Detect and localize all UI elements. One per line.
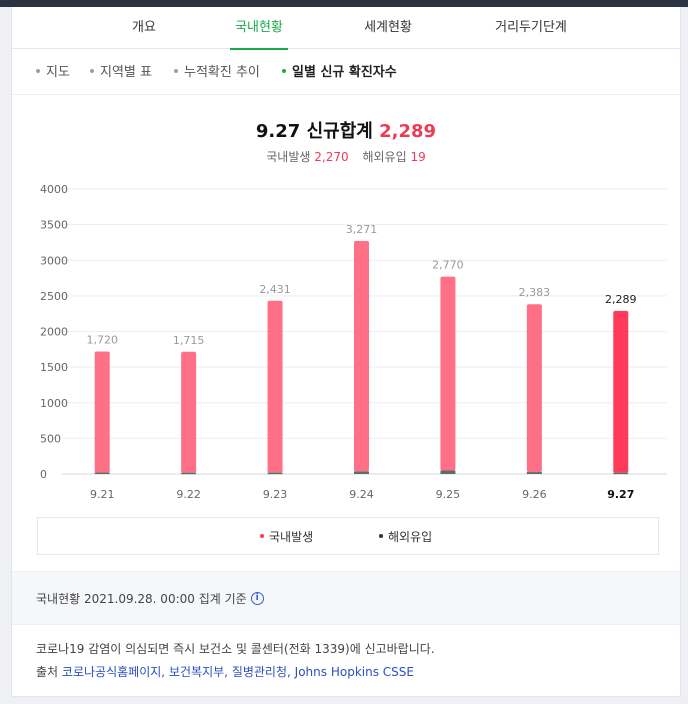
legend-label: 국내발생 (269, 530, 314, 544)
tab-domestic[interactable]: 국내현황 (230, 7, 288, 50)
bullet-icon (36, 68, 40, 73)
bar-overseas (267, 472, 283, 475)
chart-headline: 9.27 신규합계 2,289 (12, 117, 680, 143)
x-tick-label: 9.24 (349, 488, 374, 501)
subtab-cumulative[interactable]: 누적확진 추이 (174, 50, 260, 95)
tab-distancing[interactable]: 거리두기단계 (495, 20, 567, 35)
x-tick-label: 9.25 (436, 488, 461, 501)
bar-domestic (440, 276, 456, 471)
bar-domestic (181, 351, 197, 473)
domestic-value: 2,270 (314, 150, 349, 164)
overseas-value: 19 (410, 150, 426, 164)
covid-status-card: 개요 국내현황 세계현황 거리두기단계 지도 지역별 표 누적확진 추이 일별 … (11, 7, 681, 697)
x-tick-label: 9.21 (90, 488, 115, 501)
bar-overseas (94, 472, 110, 475)
y-tick-label: 1000 (40, 397, 68, 410)
bar-value-label: 2,289 (605, 293, 637, 306)
basis-text: 국내현황 2021.09.28. 00:00 집계 기준 i (36, 572, 264, 626)
headline-label: 신규합계 (306, 121, 373, 142)
y-tick-label: 1500 (40, 361, 68, 374)
bar-value-label: 1,715 (173, 334, 205, 347)
sub-tabs: 지도 지역별 표 누적확진 추이 일별 신규 확진자수 (12, 50, 680, 95)
subtab-label: 누적확진 추이 (184, 65, 260, 80)
y-tick-label: 500 (40, 432, 61, 445)
bar-overseas (526, 472, 542, 474)
bar-value-label: 2,431 (259, 283, 291, 296)
chart-subline: 국내발생 2,270 해외유입 19 (12, 148, 680, 165)
bar-domestic (354, 240, 369, 472)
info-icon[interactable]: i (250, 592, 264, 605)
bar-overseas (354, 471, 369, 474)
bullet-icon (90, 68, 94, 73)
headline-total: 2,289 (379, 121, 437, 142)
basis-band: 국내현황 2021.09.28. 00:00 집계 기준 i (12, 571, 680, 625)
source-link-kdca[interactable]: 질병관리청 (231, 665, 288, 679)
x-tick-label: 9.23 (263, 488, 288, 501)
legend-overseas[interactable]: 해외유입 (379, 518, 432, 556)
bar-overseas (440, 470, 456, 474)
subtab-label: 지역별 표 (100, 65, 152, 80)
y-tick-label: 0 (40, 468, 47, 481)
source-line: 출처 코로나공식홈페이지, 보건복지부, 질병관리청, Johns Hopkin… (36, 665, 414, 679)
y-tick-label: 2500 (40, 290, 68, 303)
y-tick-label: 3000 (40, 254, 68, 267)
top-bar (0, 0, 688, 7)
legend-dot-icon (260, 533, 264, 538)
overseas-label: 해외유입 (362, 150, 407, 164)
y-tick-label: 3500 (40, 219, 68, 232)
bullet-icon (282, 68, 286, 73)
bar-value-label: 2,383 (519, 286, 551, 299)
source-link-jhu[interactable]: Johns Hopkins CSSE (294, 665, 414, 679)
bar-domestic (267, 300, 283, 473)
subtab-daily-new[interactable]: 일별 신규 확진자수 (282, 50, 397, 95)
y-tick-label: 2000 (40, 326, 68, 339)
basis-label: 국내현황 2021.09.28. 00:00 집계 기준 (36, 592, 247, 606)
x-tick-label: 9.22 (176, 488, 201, 501)
bar-value-label: 2,770 (432, 259, 464, 272)
tab-overview[interactable]: 개요 (132, 20, 156, 35)
source-link-mohw[interactable]: 보건복지부 (168, 665, 225, 679)
bar-domestic (613, 310, 629, 473)
x-tick-label: 9.26 (522, 488, 547, 501)
legend-domestic[interactable]: 국내발생 (260, 518, 313, 556)
bar-overseas (613, 472, 629, 475)
bar-domestic (526, 304, 542, 473)
bar-value-label: 1,720 (86, 333, 118, 346)
domestic-label: 국내발생 (266, 150, 311, 164)
bullet-icon (174, 68, 178, 73)
subtab-label: 지도 (46, 65, 70, 80)
tab-world[interactable]: 세계현황 (364, 20, 412, 35)
headline-date: 9.27 (255, 121, 301, 142)
subtab-region-table[interactable]: 지역별 표 (90, 50, 152, 95)
source-label: 출처 (36, 665, 59, 679)
daily-cases-chart: 0 500 1000 1500 2000 2500 3000 3500 4000 1,720 9.2… (40, 183, 667, 501)
bar-overseas (181, 472, 197, 475)
notice-text: 코로나19 감염이 의심되면 즉시 보건소 및 콜센터(전화 1339)에 신고… (36, 642, 435, 656)
subtab-label: 일별 신규 확진자수 (292, 65, 397, 80)
y-tick-label: 4000 (40, 183, 68, 196)
x-tick-label: 9.27 (607, 488, 634, 501)
subtab-map[interactable]: 지도 (36, 50, 70, 95)
bar-value-label: 3,271 (346, 223, 378, 236)
bar-domestic (94, 351, 110, 473)
main-tabs: 개요 국내현황 세계현황 거리두기단계 (12, 7, 680, 50)
legend-dot-icon (379, 533, 383, 538)
legend-label: 해외유입 (388, 530, 433, 544)
chart-legend: 국내발생 해외유입 (37, 517, 659, 555)
source-link-kdca-home[interactable]: 코로나공식홈페이지 (61, 665, 162, 679)
